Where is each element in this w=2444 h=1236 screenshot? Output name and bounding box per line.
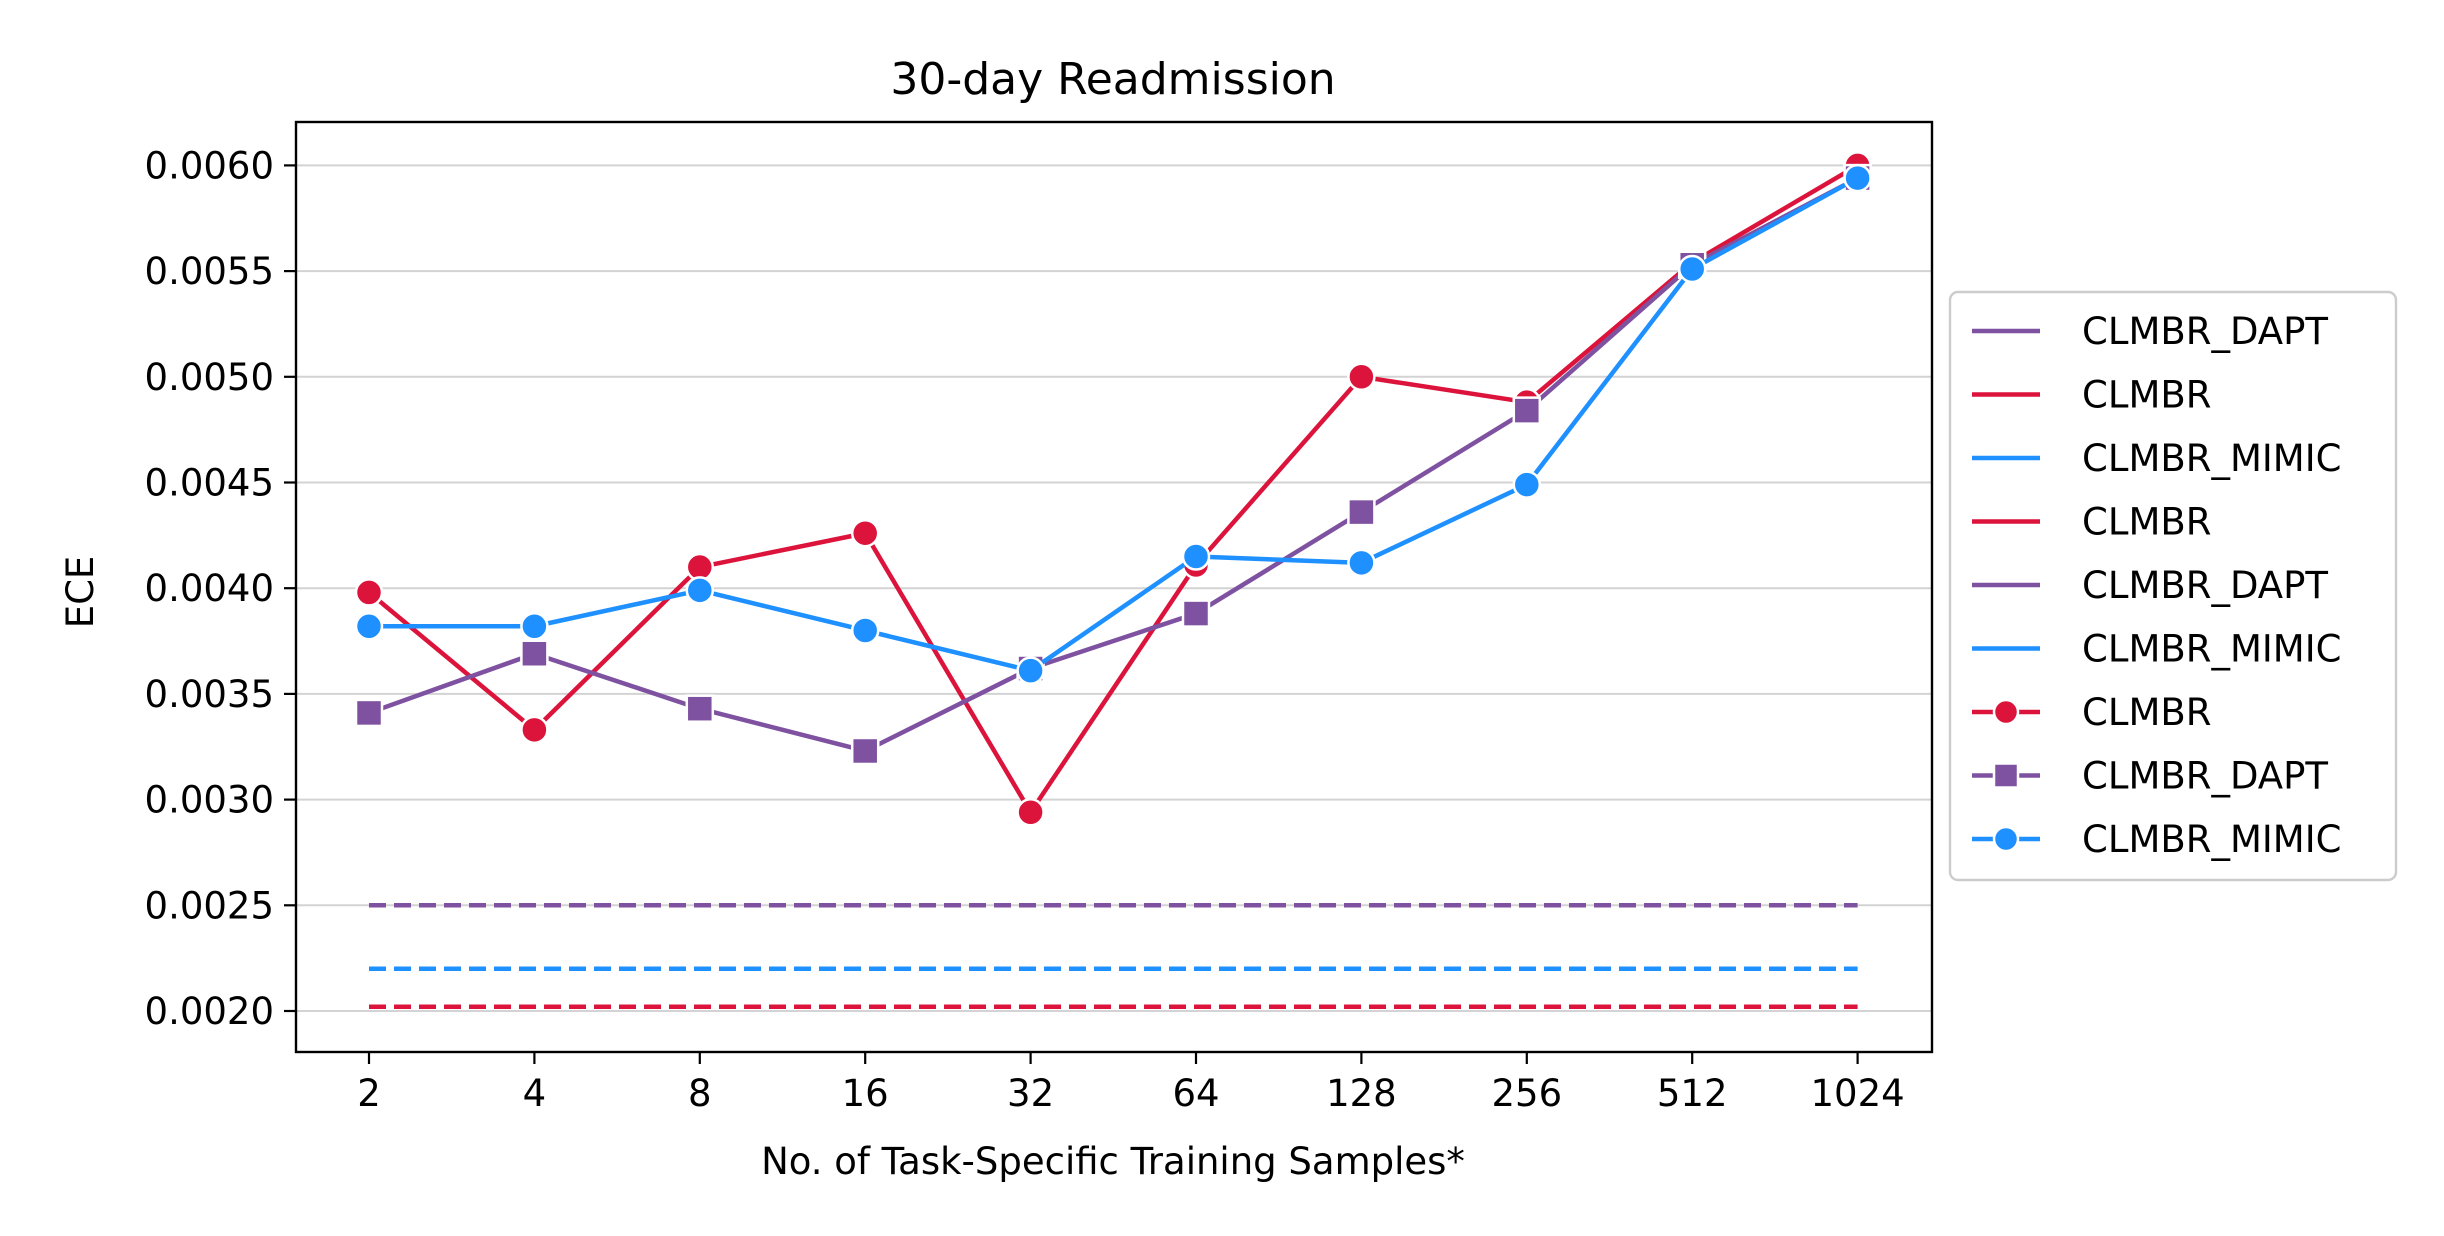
- series-line-clmbr-mimic: [369, 176, 1859, 673]
- data-point-clmbr-dapt: [354, 698, 384, 728]
- y-tick-label: 0.0045: [145, 462, 274, 505]
- data-point-clmbr-dapt: [685, 694, 715, 723]
- legend-item-clmbr-mimic: CLMBR_MIMIC: [1972, 437, 2341, 480]
- legend-marker: [1992, 762, 2020, 789]
- series-clmbr: [354, 151, 1872, 827]
- y-tick-label: 0.0030: [145, 779, 274, 822]
- legend-frame: [1948, 290, 2398, 882]
- x-tick-label: 1024: [1811, 1072, 1905, 1115]
- legend-label: CLMBR_MIMIC: [2082, 628, 2341, 671]
- y-tick-label: 0.0060: [145, 144, 274, 187]
- data-point-clmbr-dapt: [1347, 497, 1376, 527]
- data-point-clmbr-mimic: [685, 576, 715, 605]
- legend-label: CLMBR_MIMIC: [2082, 437, 2341, 480]
- data-point-clmbr: [354, 578, 384, 607]
- gridlines: [296, 164, 1932, 1012]
- data-point-clmbr-mimic: [1677, 254, 1707, 284]
- x-tick-label: 256: [1491, 1072, 1562, 1115]
- legend-item-clmbr-dapt: CLMBR_DAPT: [1972, 564, 2328, 607]
- chart-title: 30-day Readmission: [890, 54, 1335, 105]
- x-tick-label: 16: [842, 1072, 889, 1115]
- y-axis-ticks: 0.0020 0.0025 0.0030 0.0035 0.0040 0.0045 0.00…: [145, 144, 296, 1033]
- data-point-clmbr-mimic: [1347, 548, 1376, 578]
- data-point-clmbr-mimic: [1512, 470, 1542, 499]
- legend-label: CLMBR_DAPT: [2082, 755, 2328, 798]
- legend: CLMBR_DAPT CLMBR CLMBR_MIMIC CLMBR CLMBR_DAP…: [1948, 290, 2398, 882]
- data-point-clmbr-dapt: [1512, 396, 1542, 425]
- y-tick-label: 0.0035: [145, 673, 274, 716]
- legend-item-clmbr-dapt: CLMBR_DAPT: [1972, 310, 2328, 353]
- legend-label: CLMBR_DAPT: [2082, 564, 2328, 607]
- legend-label: CLMBR: [2082, 691, 2211, 734]
- series-clmbr-mimic: [354, 163, 1872, 685]
- legend-marker: [1992, 698, 2020, 726]
- series: [354, 151, 1872, 827]
- x-tick-label: 128: [1326, 1072, 1397, 1115]
- legend-label: CLMBR: [2082, 374, 2211, 417]
- x-tick-label: 512: [1657, 1072, 1728, 1115]
- legend-item-clmbr-mimic: CLMBR_MIMIC: [1972, 818, 2341, 861]
- series-line-clmbr: [367, 163, 1859, 815]
- legend-item-clmbr-dapt: CLMBR_DAPT: [1972, 755, 2328, 798]
- x-tick-label: 32: [1007, 1072, 1054, 1115]
- legend-item-clmbr-mimic: CLMBR_MIMIC: [1972, 628, 2341, 671]
- data-point-clmbr: [850, 518, 880, 548]
- y-tick-label: 0.0020: [145, 990, 274, 1033]
- x-tick-label: 8: [688, 1072, 712, 1115]
- series-clmbr-dapt: [354, 163, 1872, 766]
- legend-label: CLMBR_DAPT: [2082, 310, 2328, 353]
- data-point-clmbr-dapt: [520, 639, 549, 668]
- data-point-clmbr-mimic: [354, 612, 384, 641]
- x-tick-label: 2: [357, 1072, 381, 1115]
- data-point-clmbr-mimic: [1016, 656, 1045, 685]
- data-point-clmbr-mimic: [1843, 163, 1872, 193]
- data-point-clmbr: [520, 715, 549, 745]
- x-axis-ticks: 2 4 8 16 32 64 128 256 512 1024: [357, 1052, 1905, 1115]
- y-tick-label: 0.0050: [145, 356, 274, 399]
- data-point-clmbr-dapt: [850, 736, 880, 766]
- legend-item-clmbr: CLMBR: [1972, 501, 2211, 544]
- legend-label: CLMBR: [2082, 501, 2211, 544]
- x-tick-label: 4: [523, 1072, 547, 1115]
- baselines: [369, 903, 1858, 1010]
- x-tick-label: 64: [1172, 1072, 1219, 1115]
- legend-label: CLMBR_MIMIC: [2082, 818, 2341, 861]
- data-point-clmbr: [1347, 362, 1376, 392]
- x-axis-label: No. of Task-Specific Training Samples*: [761, 1140, 1465, 1183]
- y-tick-label: 0.0055: [145, 250, 274, 293]
- y-tick-label: 0.0025: [145, 884, 274, 927]
- y-tick-label: 0.0040: [145, 567, 274, 610]
- legend-item-clmbr: CLMBR: [1972, 374, 2211, 417]
- data-point-clmbr-mimic: [850, 616, 880, 645]
- plot-frame: [294, 120, 1934, 1054]
- legend-marker: [1992, 825, 2020, 853]
- y-axis-label: ECE: [59, 556, 102, 629]
- data-point-clmbr-mimic: [520, 612, 549, 641]
- data-point-clmbr-dapt: [1181, 599, 1211, 628]
- series-line-clmbr-dapt: [368, 176, 1859, 754]
- data-point-clmbr: [1016, 798, 1045, 827]
- legend-item-clmbr: CLMBR: [1972, 691, 2211, 734]
- data-point-clmbr-mimic: [1181, 542, 1211, 571]
